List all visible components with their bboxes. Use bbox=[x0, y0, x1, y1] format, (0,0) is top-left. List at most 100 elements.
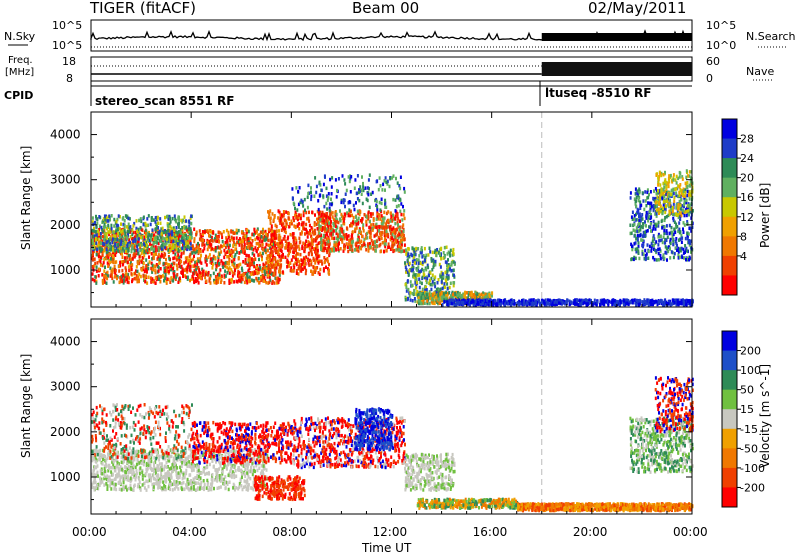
range-gate-cell bbox=[457, 302, 459, 306]
range-gate-cell bbox=[342, 249, 345, 253]
range-gate-cell bbox=[247, 229, 250, 234]
range-gate-cell bbox=[394, 198, 397, 202]
range-gate-cell bbox=[462, 298, 465, 302]
range-gate-cell bbox=[323, 213, 326, 217]
range-gate-cell bbox=[152, 244, 155, 248]
range-gate-cell bbox=[391, 244, 394, 249]
range-gate-cell bbox=[131, 263, 134, 267]
range-gate-cell bbox=[402, 213, 405, 217]
range-gate-cell bbox=[218, 252, 221, 256]
range-gate-cell bbox=[395, 228, 398, 232]
range-gate-cell bbox=[263, 279, 266, 283]
range-gate-cell bbox=[137, 237, 140, 241]
range-gate-cell bbox=[173, 274, 176, 278]
range-gate-cell bbox=[368, 186, 370, 191]
range-gate-cell bbox=[408, 291, 411, 295]
range-gate-cell bbox=[118, 246, 121, 251]
range-gate-cell bbox=[97, 274, 100, 278]
range-gate-cell bbox=[279, 263, 282, 268]
range-gate-cell bbox=[255, 229, 258, 233]
range-gate-cell bbox=[169, 225, 172, 229]
range-gate-cell bbox=[175, 258, 178, 262]
range-gate-cell bbox=[675, 222, 678, 226]
range-gate-cell bbox=[459, 295, 462, 299]
range-gate-cell bbox=[93, 279, 96, 283]
range-gate-cell bbox=[327, 225, 330, 229]
range-gate-cell bbox=[223, 248, 226, 253]
range-gate-cell bbox=[314, 268, 317, 273]
range-gate-cell bbox=[181, 226, 184, 230]
range-gate-cell bbox=[580, 301, 583, 305]
range-gate-cell bbox=[441, 296, 444, 301]
range-gate-cell bbox=[312, 270, 315, 274]
range-gate-cell bbox=[129, 262, 132, 267]
range-gate-cell bbox=[534, 300, 537, 305]
range-gate-cell bbox=[323, 204, 326, 209]
range-gate-cell bbox=[394, 230, 397, 234]
range-gate-cell bbox=[277, 248, 280, 253]
range-gate-cell bbox=[421, 255, 424, 259]
range-gate-cell bbox=[445, 275, 448, 280]
range-gate-cell bbox=[169, 249, 172, 253]
range-gate-cell bbox=[279, 239, 282, 243]
range-gate-cell bbox=[255, 248, 258, 253]
range-gate-cell bbox=[219, 275, 222, 280]
range-gate-cell bbox=[128, 230, 131, 234]
range-gate-cell bbox=[396, 181, 399, 185]
range-gate-cell bbox=[663, 302, 666, 306]
range-gate-cell bbox=[474, 299, 477, 303]
range-gate-cell bbox=[101, 228, 104, 232]
range-gate-cell bbox=[163, 266, 166, 270]
range-gate-cell bbox=[306, 217, 309, 221]
range-gate-cell bbox=[95, 214, 97, 219]
range-gate-cell bbox=[178, 244, 181, 248]
range-gate-cell bbox=[240, 250, 242, 254]
range-gate-cell bbox=[442, 251, 445, 255]
range-gate-cell bbox=[263, 263, 266, 268]
range-gate-cell bbox=[193, 237, 196, 241]
range-gate-cell bbox=[105, 251, 108, 255]
range-gate-cell bbox=[130, 267, 133, 272]
range-gate-cell bbox=[200, 254, 202, 258]
freq-dense-block bbox=[541, 62, 692, 76]
range-gate-cell bbox=[193, 250, 196, 254]
range-gate-cell bbox=[156, 257, 159, 261]
range-gate-cell bbox=[448, 251, 451, 256]
range-gate-cell bbox=[151, 228, 154, 232]
range-gate-cell bbox=[249, 243, 252, 248]
range-gate-cell bbox=[355, 215, 357, 219]
range-gate-cell bbox=[328, 242, 331, 246]
range-gate-cell bbox=[96, 245, 99, 249]
range-gate-cell bbox=[128, 268, 131, 273]
range-gate-cell bbox=[288, 251, 290, 256]
range-gate-cell bbox=[411, 291, 414, 296]
range-gate-cell bbox=[123, 219, 126, 223]
range-gate-cell bbox=[148, 248, 151, 252]
range-gate-cell bbox=[391, 213, 394, 217]
range-gate-cell bbox=[235, 250, 238, 255]
range-gate-cell bbox=[106, 249, 109, 253]
range-gate-cell bbox=[663, 207, 666, 211]
range-gate-cell bbox=[297, 272, 300, 276]
range-gate-cell bbox=[301, 244, 304, 249]
range-gate-cell bbox=[175, 220, 178, 224]
range-gate-cell bbox=[345, 226, 348, 230]
range-gate-cell bbox=[270, 253, 273, 258]
range-gate-cell bbox=[244, 258, 247, 262]
range-gate-cell bbox=[182, 251, 185, 255]
range-gate-cell bbox=[411, 253, 414, 258]
range-gate-cell bbox=[199, 257, 202, 261]
range-gate-cell bbox=[122, 278, 125, 282]
range-gate-cell bbox=[246, 245, 249, 249]
range-gate-cell bbox=[328, 202, 331, 206]
range-gate-cell bbox=[394, 221, 397, 226]
range-gate-cell bbox=[380, 236, 383, 241]
range-gate-cell bbox=[200, 261, 203, 265]
range-gate-cell bbox=[369, 212, 372, 216]
range-gate-cell bbox=[100, 255, 102, 260]
range-gate-cell bbox=[330, 233, 333, 238]
range-gate-cell bbox=[154, 270, 157, 275]
range-gate-cell bbox=[265, 232, 268, 236]
range-gate-cell bbox=[426, 299, 429, 303]
range-gate-cell bbox=[189, 278, 191, 283]
